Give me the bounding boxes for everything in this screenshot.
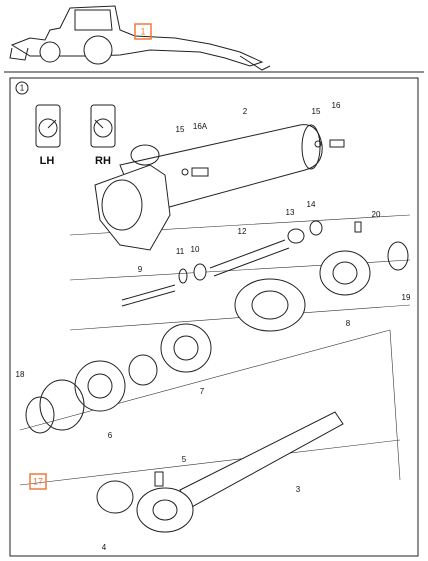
wiper xyxy=(128,354,158,386)
spring-9 xyxy=(121,284,176,307)
callout-number: 1 xyxy=(140,26,145,36)
part-label: 3 xyxy=(296,485,301,494)
bush-4 xyxy=(96,480,134,514)
callout-box xyxy=(134,23,152,40)
gland-7 xyxy=(160,323,212,373)
machine-illustration: 1 xyxy=(9,5,271,71)
part-label: 10 xyxy=(191,245,200,254)
fitting-16 xyxy=(329,139,345,148)
rear-wheel xyxy=(83,35,113,65)
ring-13 xyxy=(287,228,305,244)
part-label: 16 xyxy=(332,101,341,110)
ring-11 xyxy=(178,268,188,284)
rod-12 xyxy=(209,239,290,277)
part-label: 2 xyxy=(243,107,248,116)
part-label: 11 xyxy=(176,247,185,256)
ring-18 xyxy=(25,396,55,434)
part-label: 15 xyxy=(176,125,185,134)
rod-3 xyxy=(179,411,344,509)
part-label: 9 xyxy=(138,265,143,274)
barrel-head xyxy=(94,164,171,251)
piston-parts xyxy=(25,220,409,434)
key-20 xyxy=(354,221,362,233)
part-label: 13 xyxy=(286,208,295,217)
piston-rod xyxy=(96,411,344,533)
backhoe-bucket xyxy=(239,55,271,71)
bucket xyxy=(9,47,29,61)
part-label: 18 xyxy=(16,370,25,379)
head-bore xyxy=(101,179,143,231)
nut-bore xyxy=(87,373,113,399)
head-port xyxy=(130,144,160,166)
piston-bore xyxy=(332,261,358,285)
rh-port xyxy=(93,118,113,138)
callout-box xyxy=(29,473,47,490)
nut-6 xyxy=(74,360,126,412)
grease-nipple-5 xyxy=(154,471,164,487)
part-label: 12 xyxy=(238,227,247,236)
part-label: 19 xyxy=(402,293,411,302)
frame-number-circle xyxy=(15,81,29,95)
cab xyxy=(74,9,113,31)
barrel-end xyxy=(301,124,321,170)
part-label: 7 xyxy=(200,387,205,396)
ring-10 xyxy=(193,263,207,281)
seal-bore xyxy=(251,290,289,320)
part-label: 20 xyxy=(372,210,381,219)
part-label: 6 xyxy=(108,431,113,440)
rod-eye-bore xyxy=(152,499,178,521)
lh-body xyxy=(35,104,61,148)
oring xyxy=(39,379,85,431)
part-label: 16A xyxy=(193,122,208,131)
part-label: 4 xyxy=(102,543,107,552)
part-label: 14 xyxy=(307,200,316,209)
view-label: LH xyxy=(40,155,55,167)
gland-bore xyxy=(173,335,199,361)
part-label: 15 xyxy=(312,107,321,116)
piston-8 xyxy=(319,250,371,296)
part-label: 5 xyxy=(182,455,187,464)
rod-eye xyxy=(136,487,194,533)
washer-15a xyxy=(181,168,189,176)
view-label: RH xyxy=(95,155,111,167)
cylinder-barrel xyxy=(94,124,345,251)
detail-frame xyxy=(9,77,419,557)
part-label: 8 xyxy=(346,319,351,328)
orientation-views: LH RH xyxy=(35,104,116,167)
frame-number: 1 xyxy=(20,84,25,93)
seal-pack xyxy=(234,278,306,332)
lh-fitting xyxy=(47,119,57,129)
seal-19 xyxy=(387,241,409,271)
part-label: 17 xyxy=(33,476,43,486)
fitting-16a xyxy=(191,167,209,177)
washer-15 xyxy=(314,140,322,148)
front-wheel xyxy=(39,41,61,63)
rh-fitting xyxy=(94,119,104,129)
lh-port xyxy=(38,118,58,138)
part-labels: 2 15 16A 15 16 13 14 20 12 11 10 9 19 8 … xyxy=(16,101,411,552)
ring-14 xyxy=(309,220,323,236)
rh-body xyxy=(90,104,116,148)
